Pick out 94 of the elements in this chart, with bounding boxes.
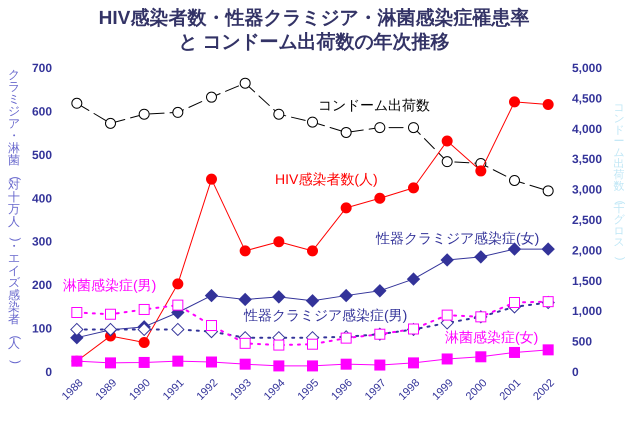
point <box>306 294 319 308</box>
point <box>307 338 318 350</box>
series-label: 淋菌感染症(女) <box>445 329 538 345</box>
point <box>340 202 352 214</box>
y2-tick-label: 2,500 <box>572 213 602 227</box>
point <box>273 340 284 351</box>
point <box>138 304 150 315</box>
point <box>172 300 184 311</box>
point <box>440 253 454 266</box>
chart-title: HIV感染者数・性器クラミジア・淋菌感染症罹患率 <box>98 7 530 29</box>
point <box>442 135 453 146</box>
y2-tick-label: 500 <box>572 334 592 349</box>
text: コンドーム出荷数(千グロス) <box>614 102 626 260</box>
point <box>71 307 82 318</box>
point <box>307 360 318 372</box>
y2-tick-label: 1,500 <box>572 274 602 288</box>
point <box>138 356 150 368</box>
point <box>509 174 520 186</box>
point <box>475 351 486 362</box>
point <box>171 322 184 336</box>
y2-tick-label: 1,000 <box>572 304 602 318</box>
point <box>240 245 251 256</box>
point <box>273 236 284 248</box>
y2-tick-label: 4,000 <box>572 122 602 136</box>
point <box>172 106 184 118</box>
point <box>206 174 217 185</box>
point <box>340 358 352 370</box>
point <box>542 242 555 256</box>
point <box>70 322 84 336</box>
series-label: 淋菌感染症(男) <box>63 277 156 293</box>
point <box>509 297 520 308</box>
y2-tick-label: 3,500 <box>572 152 602 166</box>
point <box>340 289 353 302</box>
point <box>206 92 217 103</box>
y-tick-label: 200 <box>32 278 52 292</box>
point <box>240 338 251 349</box>
point <box>138 108 150 120</box>
point <box>206 356 217 368</box>
y-tick-label: 0 <box>45 365 52 379</box>
point <box>373 284 386 298</box>
point <box>408 122 419 134</box>
point <box>542 344 554 356</box>
point <box>442 353 453 364</box>
point <box>105 357 116 368</box>
point <box>542 185 554 196</box>
point <box>374 192 386 204</box>
point <box>172 278 184 290</box>
point <box>138 322 151 336</box>
y-tick-label: 100 <box>32 322 52 336</box>
point <box>273 360 284 372</box>
point <box>407 272 420 286</box>
y-tick-label: 400 <box>32 191 52 206</box>
y2-tick-label: 0 <box>572 365 579 379</box>
chart-subtitle: と コンドーム出荷数の年次推移 <box>178 31 450 53</box>
y2-tick-label: 4,500 <box>572 91 602 106</box>
point <box>307 116 318 128</box>
series-label: HIV感染者数(人) <box>275 171 378 187</box>
point <box>206 320 217 332</box>
y2-tick-label: 5,000 <box>572 61 602 75</box>
point <box>340 332 352 344</box>
series-label: コンドーム出荷数 <box>318 97 430 113</box>
point <box>475 165 486 176</box>
series-label: 性器クラミジア感染症(男) <box>243 307 408 323</box>
y-tick-label: 600 <box>32 104 52 118</box>
point <box>542 98 554 110</box>
point <box>240 358 251 370</box>
point <box>374 122 386 134</box>
point <box>105 308 116 320</box>
y-tick-label: 500 <box>32 148 52 162</box>
point <box>240 78 251 89</box>
point <box>442 310 453 321</box>
y-tick-label: 300 <box>32 234 52 249</box>
point <box>442 156 453 168</box>
point <box>509 346 520 358</box>
point <box>408 182 419 194</box>
point <box>138 336 150 348</box>
y2-tick-label: 2,000 <box>572 243 602 258</box>
text: クラミジア・淋菌(対十万人)・エイズ感染者(人) <box>8 67 23 364</box>
point <box>205 289 218 302</box>
point <box>374 360 386 371</box>
point <box>238 292 252 306</box>
point <box>272 290 286 304</box>
series-label: 性器クラミジア感染症(女) <box>375 230 540 246</box>
point <box>307 245 318 256</box>
point <box>474 250 488 264</box>
point <box>273 108 284 120</box>
point <box>408 357 419 368</box>
point <box>509 96 520 108</box>
point <box>71 98 82 109</box>
y-tick-label: 700 <box>32 61 52 75</box>
y2-tick-label: 3,000 <box>572 182 602 197</box>
point <box>105 118 116 129</box>
point <box>172 356 184 367</box>
point <box>340 126 352 138</box>
